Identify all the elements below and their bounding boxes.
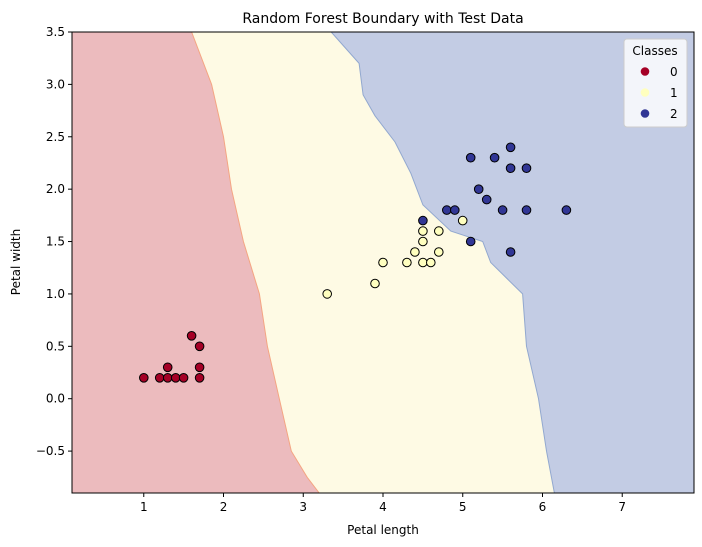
point-class-1 xyxy=(426,257,436,268)
point-class-0 xyxy=(194,362,205,373)
legend-label-class-2: 2 xyxy=(670,107,678,121)
point-class-2 xyxy=(505,247,516,257)
point-class-1 xyxy=(418,257,428,268)
point-class-2 xyxy=(521,205,532,215)
y-tick-label: −0.5 xyxy=(36,444,65,458)
x-tick-label: 2 xyxy=(220,500,228,514)
point-class-0 xyxy=(194,341,205,352)
point-class-1 xyxy=(418,236,428,247)
y-axis-label: Petal width xyxy=(9,229,23,295)
point-class-0 xyxy=(186,331,197,341)
x-tick-label: 4 xyxy=(379,500,387,514)
point-class-0 xyxy=(139,373,149,383)
point-class-2 xyxy=(481,194,492,205)
point-class-2 xyxy=(450,205,460,215)
chart-title: Random Forest Boundary with Test Data xyxy=(242,11,523,27)
point-class-1 xyxy=(434,226,444,236)
boundary-class1-class2 xyxy=(330,32,555,493)
y-tick-label: 0.0 xyxy=(46,392,65,406)
point-class-1 xyxy=(410,247,420,257)
point-class-1 xyxy=(322,289,333,299)
x-tick-label: 3 xyxy=(299,500,307,514)
point-class-2 xyxy=(465,236,476,247)
y-tick-label: 0.5 xyxy=(46,339,65,353)
scatter-points xyxy=(139,142,572,383)
point-class-0 xyxy=(154,373,165,383)
point-class-2 xyxy=(505,163,516,173)
point-class-1 xyxy=(457,215,468,226)
x-tick-label: 6 xyxy=(539,500,547,514)
point-class-1 xyxy=(402,257,412,268)
point-class-0 xyxy=(162,373,173,383)
y-tick-label: 1.0 xyxy=(46,287,65,301)
legend-marker-class-0 xyxy=(640,67,650,76)
point-class-0 xyxy=(162,362,173,373)
decision-regions xyxy=(72,32,694,493)
y-tick-label: 3.5 xyxy=(46,25,65,39)
legend-label-class-1: 1 xyxy=(670,86,678,100)
point-class-1 xyxy=(434,247,444,257)
y-tick-label: 2.0 xyxy=(46,182,65,196)
point-class-2 xyxy=(505,142,516,153)
point-class-2 xyxy=(489,152,500,163)
point-class-2 xyxy=(465,152,476,163)
point-class-2 xyxy=(497,205,508,215)
legend-box xyxy=(623,38,688,128)
boundary-class0-class1 xyxy=(191,32,320,493)
region-class-0 xyxy=(72,32,320,493)
x-axis-label: Petal length xyxy=(347,523,419,537)
point-class-0 xyxy=(178,373,189,383)
point-class-2 xyxy=(473,184,484,194)
legend-marker-class-2 xyxy=(640,109,650,118)
y-axis: −0.5 0.0 0.5 1.0 1.5 2.0 2.5 3.0 3.5 xyxy=(36,25,72,458)
point-class-2 xyxy=(442,205,452,215)
x-tick-label: 1 xyxy=(140,500,148,514)
point-class-1 xyxy=(370,278,380,289)
x-tick-label: 7 xyxy=(618,500,626,514)
legend-marker-class-1 xyxy=(640,88,650,97)
y-tick-label: 1.5 xyxy=(46,235,65,249)
legend: Classes 0 1 2 xyxy=(623,38,688,128)
point-class-2 xyxy=(521,163,532,173)
point-class-2 xyxy=(561,205,572,215)
x-axis: 1 2 3 4 5 6 7 xyxy=(140,493,626,514)
x-tick-label: 5 xyxy=(459,500,467,514)
point-class-2 xyxy=(418,215,428,226)
point-class-1 xyxy=(418,226,428,236)
legend-title: Classes xyxy=(632,44,677,58)
point-class-0 xyxy=(170,373,181,383)
point-class-1 xyxy=(378,257,388,268)
legend-entries: 0 1 2 xyxy=(640,65,678,121)
point-class-0 xyxy=(194,373,205,383)
y-tick-label: 2.5 xyxy=(46,130,65,144)
legend-label-class-0: 0 xyxy=(670,65,678,79)
y-tick-label: 3.0 xyxy=(46,77,65,91)
